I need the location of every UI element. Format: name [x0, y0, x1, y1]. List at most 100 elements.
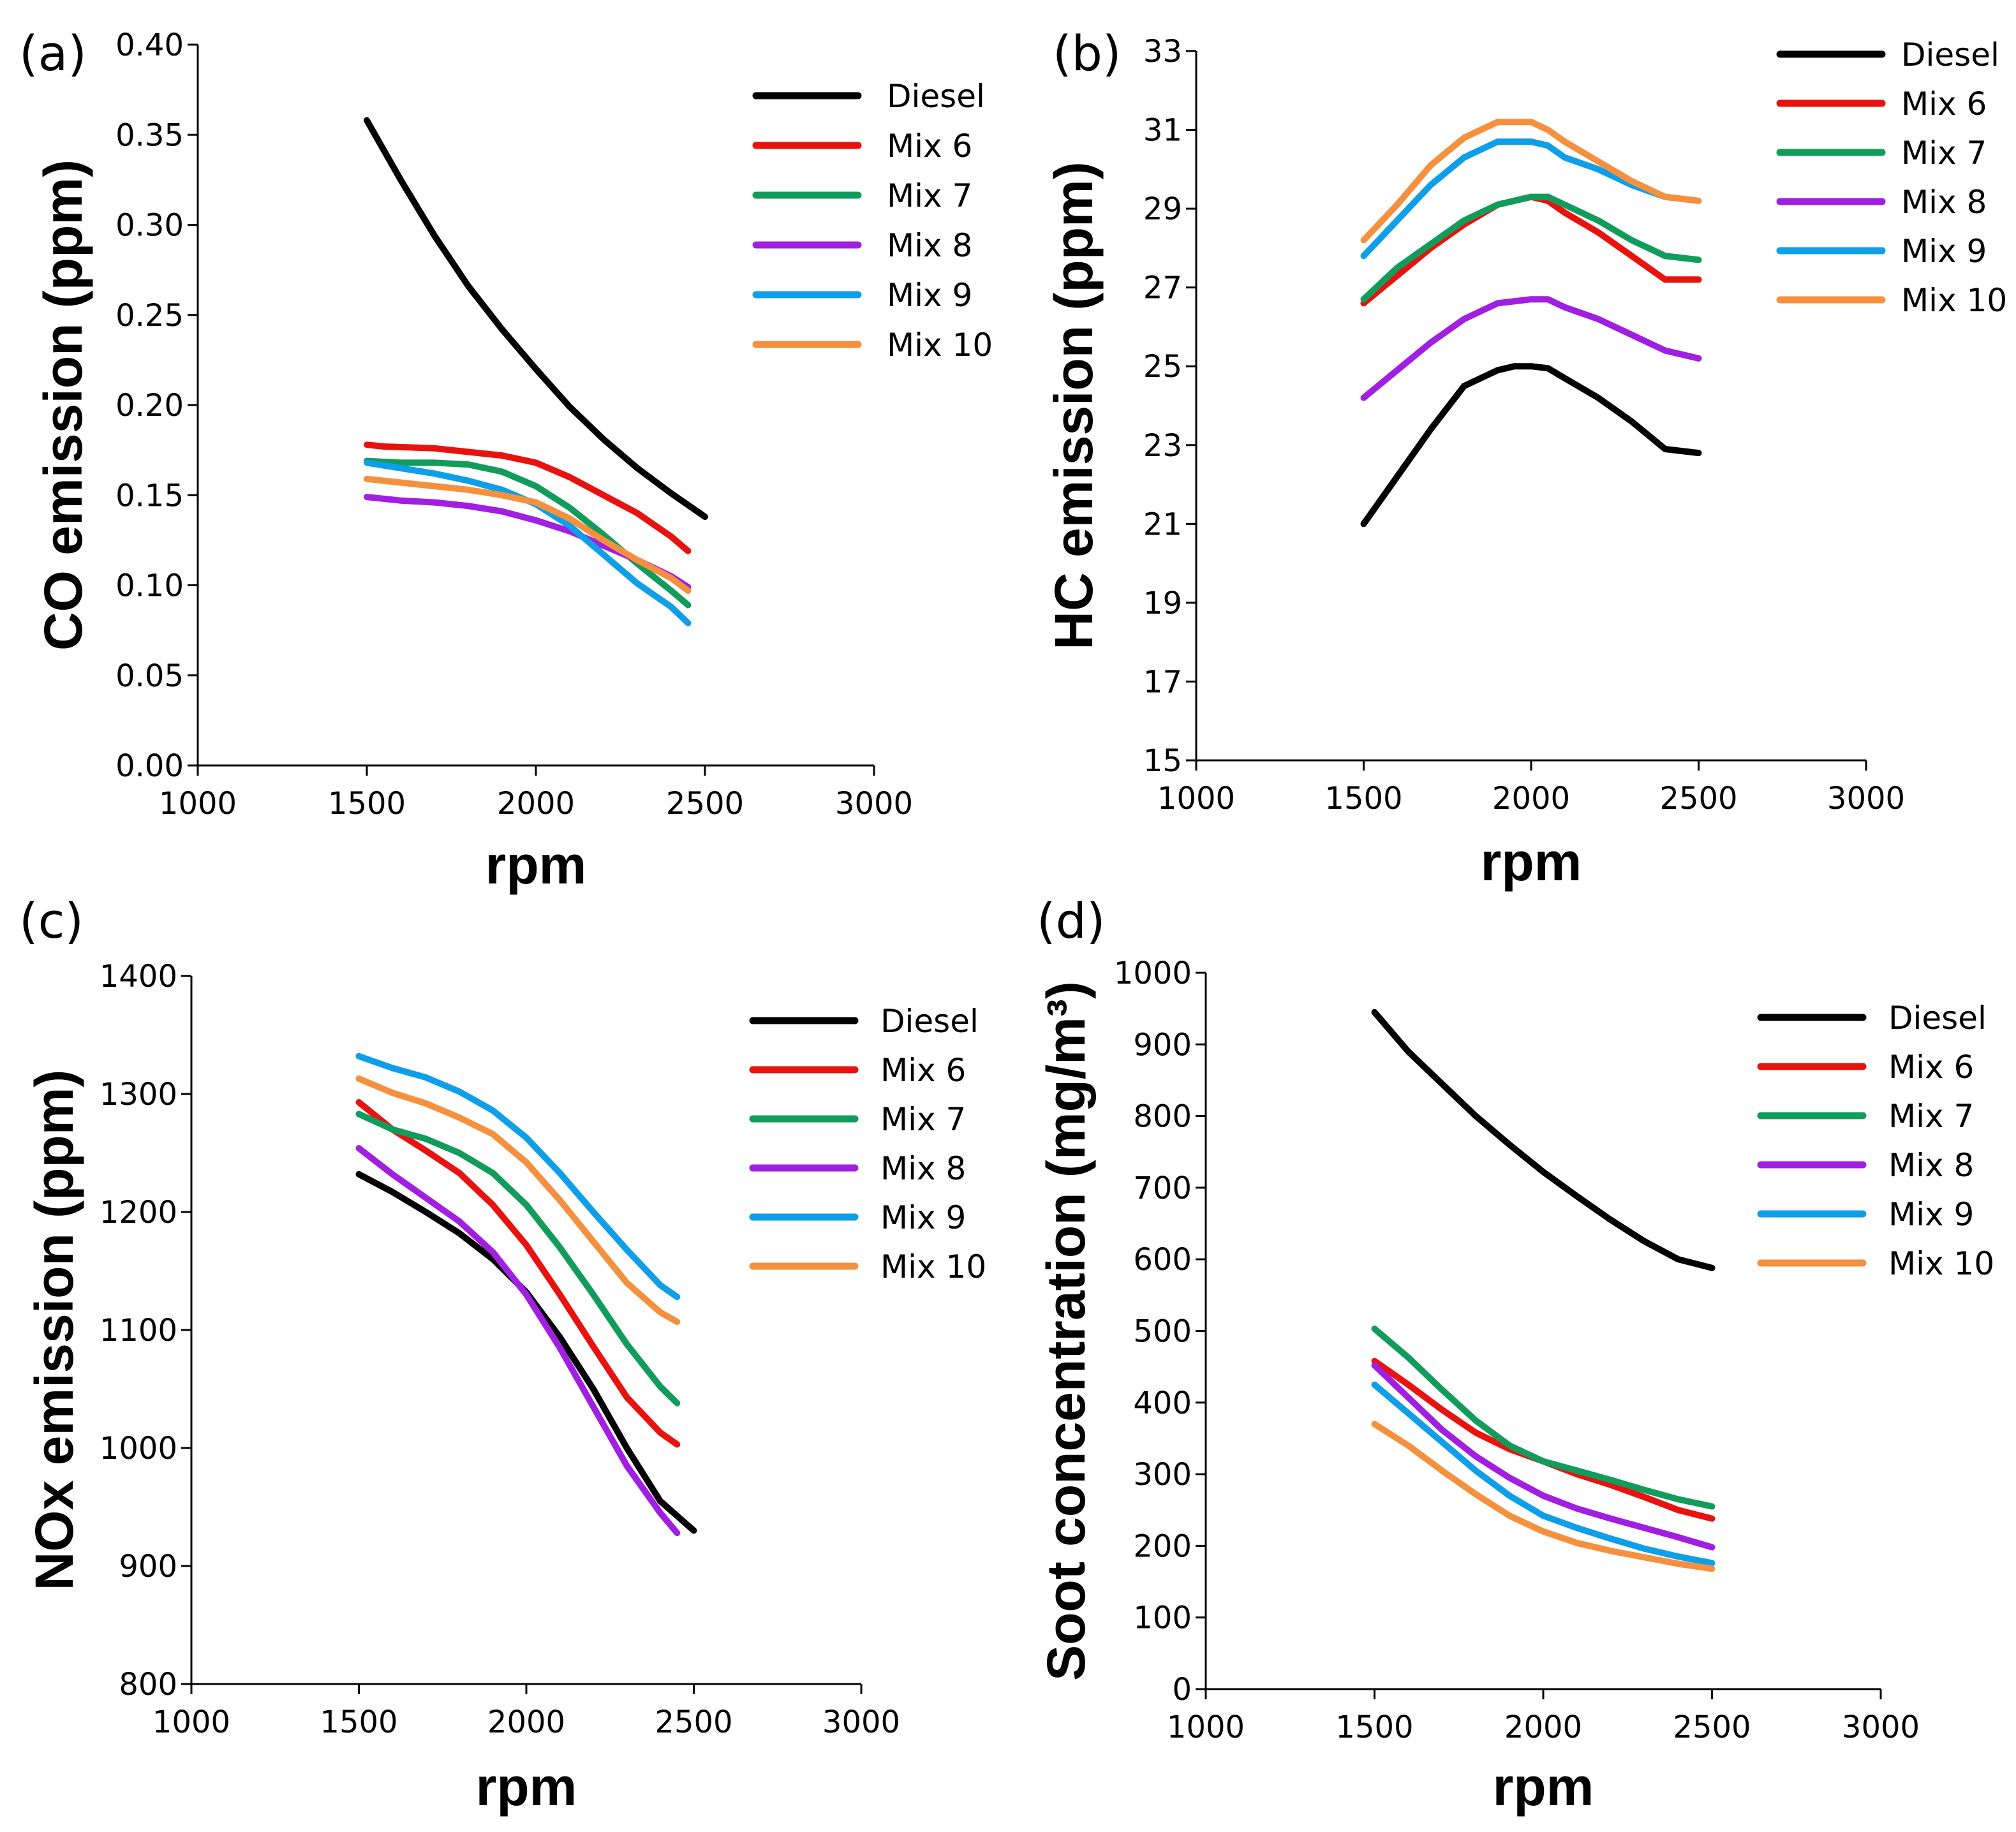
- panel-label: (c): [19, 892, 84, 949]
- y-tick-label: 17: [1143, 664, 1182, 700]
- series-line-mix-10: [364, 475, 692, 594]
- chart-panel-a: (a) 1000 1500 2000 2500 3000 0.00 0.05 0.10 0.15 0…: [19, 25, 993, 895]
- legend-label-mix-8: Mix 8: [1901, 184, 1987, 221]
- y-tick-label: 25: [1143, 349, 1182, 385]
- x-tick-label: 2500: [1659, 781, 1737, 816]
- legend-label-mix-7: Mix 7: [880, 1101, 966, 1138]
- y-tick-label: 15: [1143, 743, 1182, 779]
- legend-label-mix-9: Mix 9: [887, 277, 972, 314]
- x-tick-label: 2500: [655, 1704, 732, 1740]
- x-axis-title: rpm: [1493, 1757, 1594, 1817]
- legend-label-mix-9: Mix 9: [1901, 233, 1987, 270]
- y-tick-label: 200: [1133, 1528, 1192, 1564]
- x-tick-label: 3000: [822, 1704, 900, 1740]
- x-tick-label: 3000: [1842, 1710, 1920, 1745]
- legend-label-mix-8: Mix 8: [1888, 1147, 1974, 1184]
- legend-label-mix-7: Mix 7: [1901, 135, 1987, 172]
- legend-label-mix-10: Mix 10: [1888, 1245, 1994, 1282]
- chart-panel-d: (d)1000 1500 2000 2500 300001002003004005006…: [1036, 892, 1994, 1817]
- panel-label: (b): [1053, 25, 1122, 82]
- x-tick-label: 2000: [487, 1704, 565, 1740]
- series-line-mix-7: [1360, 193, 1702, 303]
- x-axis-title: rpm: [476, 1757, 577, 1817]
- x-tick-label: 1000: [1167, 1710, 1245, 1745]
- series-line-mix-8: [355, 1145, 681, 1537]
- legend-label-mix-7: Mix 7: [1888, 1098, 1974, 1135]
- legend-label-mix-6: Mix 6: [880, 1052, 966, 1089]
- series-line-mix-9: [1371, 1381, 1716, 1567]
- y-tick-label: 23: [1143, 428, 1182, 464]
- y-tick-label: 0: [1172, 1672, 1192, 1708]
- legend-label-mix-10: Mix 10: [1901, 282, 2007, 319]
- x-tick-label: 1500: [328, 786, 406, 822]
- legend-label-mix-10: Mix 10: [887, 327, 993, 364]
- series-line-diesel: [1360, 363, 1702, 528]
- y-tick-label: 31: [1143, 113, 1182, 149]
- y-tick-label: 1000: [1114, 956, 1192, 991]
- legend-label-mix-9: Mix 9: [1888, 1196, 1974, 1233]
- legend-label-diesel: Diesel: [887, 78, 985, 115]
- x-axis-title: rpm: [1481, 832, 1582, 892]
- y-tick-label: 0.35: [115, 117, 184, 153]
- x-tick-label: 1000: [159, 786, 237, 822]
- x-tick-label: 1500: [320, 1704, 397, 1740]
- x-tick-label: 3000: [835, 786, 913, 822]
- series-line-diesel: [355, 1171, 697, 1534]
- y-tick-label: 700: [1133, 1171, 1192, 1206]
- series-line-mix-6: [355, 1099, 681, 1448]
- y-axis-title: NOx emission (ppm): [24, 1070, 84, 1591]
- y-tick-label: 1000: [100, 1431, 177, 1466]
- y-tick-label: 300: [1133, 1457, 1192, 1493]
- y-axis-title: Soot concentration (mg/m³): [1036, 981, 1096, 1681]
- y-axis-title: HC emission (ppm): [1044, 161, 1104, 649]
- legend-label-diesel: Diesel: [1888, 1000, 1987, 1037]
- legend-label-diesel: Diesel: [1901, 36, 1999, 73]
- series-line-mix-8: [1360, 296, 1702, 401]
- y-tick-label: 29: [1143, 191, 1182, 227]
- legend-label-diesel: Diesel: [880, 1003, 979, 1040]
- y-tick-label: 900: [1133, 1027, 1192, 1063]
- y-tick-label: 100: [1133, 1600, 1192, 1636]
- legend-label-mix-8: Mix 8: [880, 1150, 966, 1187]
- y-axis-title: CO emission (ppm): [33, 159, 93, 651]
- series-line-mix-9: [355, 1053, 681, 1301]
- y-tick-label: 0.00: [115, 748, 184, 784]
- y-tick-label: 800: [1133, 1099, 1192, 1135]
- y-tick-label: 1100: [100, 1313, 177, 1348]
- series-line-mix-7: [364, 457, 692, 609]
- y-tick-label: 600: [1133, 1242, 1192, 1278]
- legend-label-mix-6: Mix 6: [1901, 85, 1987, 122]
- y-tick-label: 0.15: [115, 478, 184, 513]
- series-line-mix-7: [355, 1111, 681, 1407]
- legend-label-mix-7: Mix 7: [887, 177, 972, 214]
- y-tick-label: 500: [1133, 1314, 1192, 1350]
- y-tick-label: 21: [1143, 506, 1182, 542]
- panel-label: (a): [19, 25, 87, 82]
- series-line-diesel: [1371, 1008, 1716, 1271]
- y-tick-label: 900: [119, 1549, 177, 1585]
- x-tick-label: 1500: [1324, 781, 1402, 816]
- x-tick-label: 1500: [1335, 1710, 1413, 1745]
- y-tick-label: 0.25: [115, 298, 184, 334]
- x-axis-title: rpm: [485, 835, 587, 895]
- x-tick-label: 1000: [152, 1704, 230, 1740]
- x-tick-label: 2000: [1504, 1710, 1582, 1745]
- legend-label-mix-10: Mix 10: [880, 1248, 986, 1285]
- series-line-mix-7: [1371, 1326, 1716, 1510]
- series-line-mix-10: [1371, 1421, 1716, 1572]
- y-tick-label: 1200: [100, 1195, 177, 1230]
- x-tick-label: 2500: [1673, 1710, 1751, 1745]
- chart-panel-b: (b) 1000 1500 2000 2500 3000 15 17 19 21 23 25 27 29 3…: [1044, 25, 2007, 892]
- x-tick-label: 2000: [497, 786, 575, 822]
- panel-label: (d): [1037, 892, 1106, 949]
- x-tick-label: 3000: [1827, 781, 1905, 816]
- y-tick-label: 0.05: [115, 658, 184, 694]
- legend-label-mix-6: Mix 6: [1888, 1049, 1974, 1086]
- y-tick-label: 0.30: [115, 208, 184, 244]
- y-tick-label: 0.10: [115, 568, 184, 604]
- y-tick-label: 33: [1143, 34, 1182, 70]
- series-line-mix-10: [1360, 119, 1702, 244]
- y-tick-label: 1400: [100, 959, 177, 994]
- series-line-mix-10: [355, 1075, 681, 1326]
- series-line-diesel: [364, 117, 708, 521]
